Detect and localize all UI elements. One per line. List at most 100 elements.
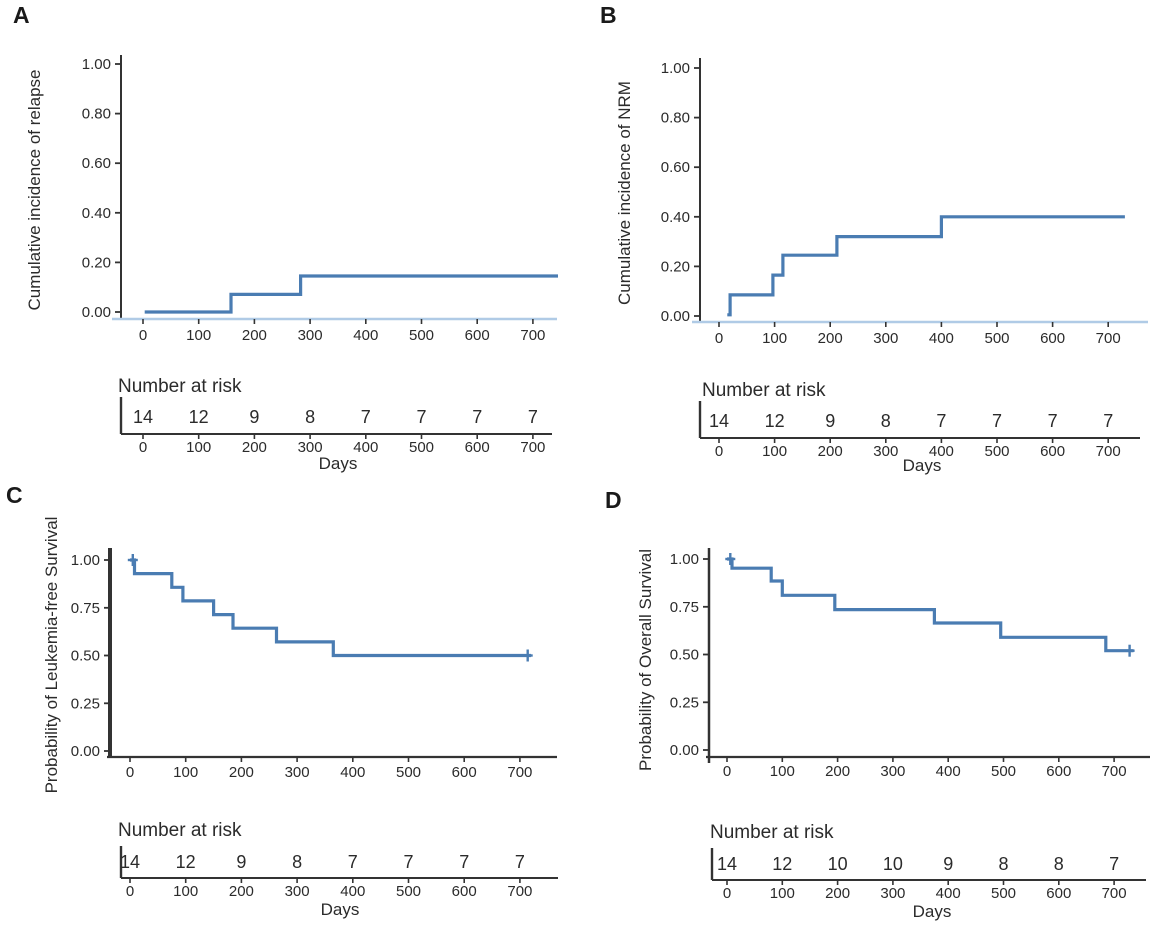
risk-tick-label: 700 [1102, 885, 1127, 902]
risk-count: 7 [528, 407, 538, 427]
risk-tick-label: 100 [762, 443, 787, 460]
risk-tick-label: 200 [825, 885, 850, 902]
risk-tick-label: 0 [126, 883, 134, 900]
risk-count: 7 [459, 852, 469, 872]
risk-count: 9 [249, 407, 259, 427]
y-tick-label: 0.40 [82, 205, 111, 222]
risk-count: 7 [992, 411, 1002, 431]
risk-count: 7 [515, 852, 525, 872]
risk-count: 7 [416, 407, 426, 427]
risk-tick-label: 600 [1046, 885, 1071, 902]
panel-b: 0.00 0.20 0.40 0.60 0.80 1.00 Cumulative incid… [615, 58, 1148, 475]
risk-tick-label: 600 [1040, 443, 1065, 460]
x-tick-label: 100 [173, 764, 198, 781]
x-tick-label: 500 [991, 763, 1016, 780]
y-tick-label: 0.60 [661, 159, 690, 176]
x-tick-label: 300 [285, 764, 310, 781]
y-tick-label: 0.20 [661, 258, 690, 275]
x-tick-label: 300 [873, 330, 898, 347]
y-axis-title: Probability of Overall Survival [636, 549, 655, 771]
risk-count: 14 [120, 852, 140, 872]
x-tick-label: 0 [723, 763, 731, 780]
x-tick-label: 300 [880, 763, 905, 780]
y-tick-label: 1.00 [661, 60, 690, 77]
x-axis-title: Days [903, 456, 942, 475]
risk-count: 14 [717, 854, 737, 874]
risk-table-title: Number at risk [118, 376, 242, 397]
risk-count: 12 [189, 407, 209, 427]
x-tick-label: 700 [1102, 763, 1127, 780]
risk-table-title: Number at risk [702, 380, 826, 401]
x-axis-title: Days [319, 454, 358, 473]
x-tick-label: 500 [396, 764, 421, 781]
x-tick-label: 0 [139, 327, 147, 344]
risk-count: 7 [348, 852, 358, 872]
risk-tick-label: 500 [409, 439, 434, 456]
risk-count: 14 [133, 407, 153, 427]
x-axis-title: Days [321, 900, 360, 919]
risk-tick-label: 300 [285, 883, 310, 900]
y-tick-label: 0.50 [71, 648, 100, 665]
risk-tick-label: 500 [396, 883, 421, 900]
x-tick-label: 100 [186, 327, 211, 344]
x-tick-label: 400 [929, 330, 954, 347]
x-tick-label: 100 [770, 763, 795, 780]
x-tick-label: 600 [1046, 763, 1071, 780]
risk-tick-label: 600 [465, 439, 490, 456]
survival-curve [130, 558, 531, 658]
risk-count: 12 [176, 852, 196, 872]
x-tick-label: 600 [1040, 330, 1065, 347]
x-tick-label: 100 [762, 330, 787, 347]
x-tick-label: 200 [818, 330, 843, 347]
y-tick-label: 0.40 [661, 209, 690, 226]
risk-tick-label: 200 [242, 439, 267, 456]
risk-count: 9 [825, 411, 835, 431]
risk-count: 7 [1048, 411, 1058, 431]
panel-c: 0.00 0.25 0.50 0.75 1.00 Probability of Leuke… [42, 517, 558, 919]
y-axis-title: Cumulative incidence of NRM [615, 81, 634, 305]
y-tick-label: 0.75 [670, 599, 699, 616]
survival-curve [144, 274, 558, 314]
risk-tick-label: 500 [984, 443, 1009, 460]
risk-tick-label: 200 [818, 443, 843, 460]
risk-count: 8 [881, 411, 891, 431]
risk-tick-label: 400 [929, 443, 954, 460]
y-tick-label: 1.00 [670, 551, 699, 568]
panel-c-letter: C [6, 482, 23, 508]
panel-b-letter: B [600, 2, 617, 28]
risk-tick-label: 600 [452, 883, 477, 900]
risk-tick-label: 700 [520, 439, 545, 456]
risk-tick-label: 500 [991, 885, 1016, 902]
x-tick-label: 300 [298, 327, 323, 344]
risk-tick-label: 100 [173, 883, 198, 900]
risk-tick-label: 100 [770, 885, 795, 902]
risk-tick-label: 300 [873, 443, 898, 460]
panel-d-letter: D [605, 487, 622, 513]
risk-tick-label: 400 [340, 883, 365, 900]
x-tick-label: 500 [984, 330, 1009, 347]
risk-count: 9 [943, 854, 953, 874]
risk-count: 7 [1103, 411, 1113, 431]
x-axis-title: Days [913, 902, 952, 921]
x-tick-label: 200 [825, 763, 850, 780]
risk-count: 10 [828, 854, 848, 874]
x-tick-label: 700 [507, 764, 532, 781]
risk-count: 14 [709, 411, 729, 431]
risk-tick-label: 700 [507, 883, 532, 900]
risk-count: 8 [305, 407, 315, 427]
risk-count: 10 [883, 854, 903, 874]
risk-tick-label: 400 [936, 885, 961, 902]
risk-count: 12 [765, 411, 785, 431]
survival-curve [727, 215, 1125, 317]
x-tick-label: 400 [340, 764, 365, 781]
x-tick-label: 400 [353, 327, 378, 344]
risk-tick-label: 300 [298, 439, 323, 456]
y-tick-label: 0.00 [82, 304, 111, 321]
y-tick-label: 0.00 [661, 308, 690, 325]
risk-count: 8 [1054, 854, 1064, 874]
risk-count: 7 [361, 407, 371, 427]
risk-count: 7 [936, 411, 946, 431]
risk-tick-label: 400 [353, 439, 378, 456]
